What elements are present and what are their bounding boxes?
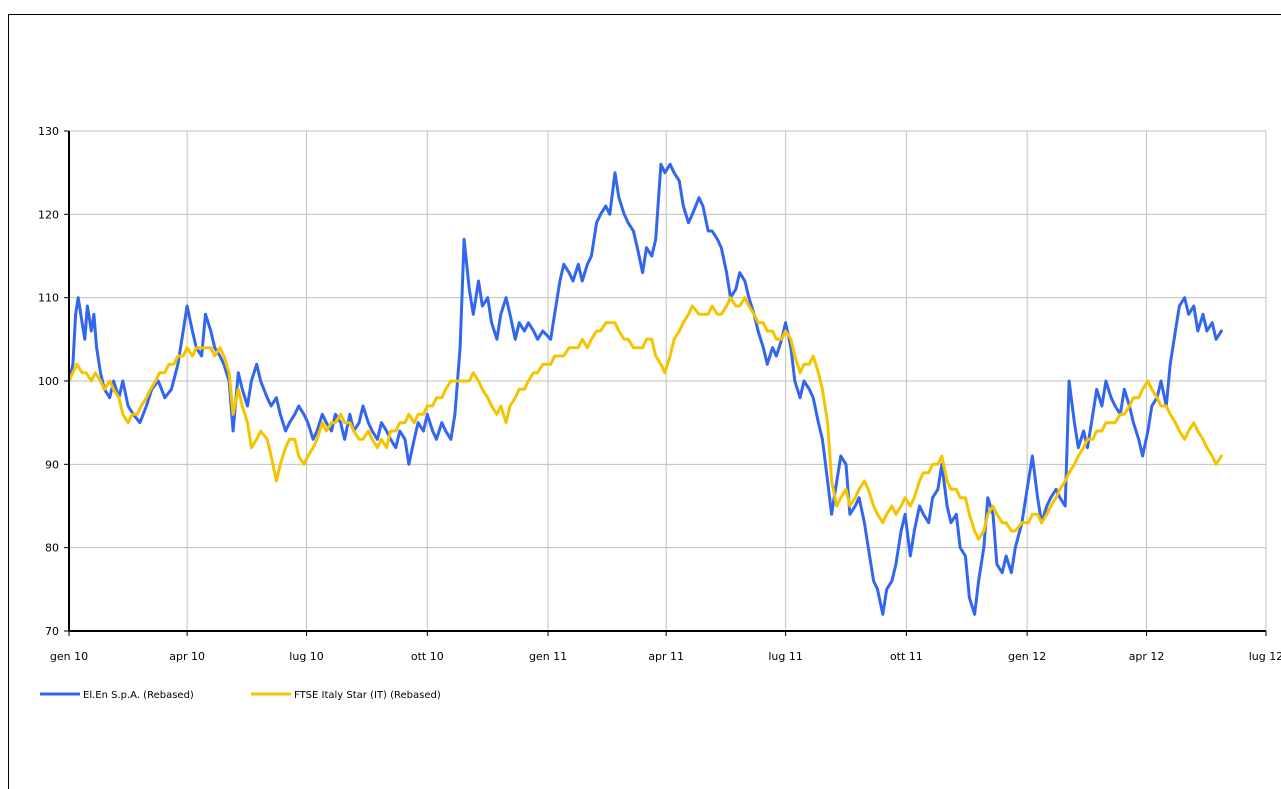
y-tick-label: 130 bbox=[38, 125, 59, 138]
gridlines bbox=[69, 130, 1267, 631]
x-tick-label: lug 11 bbox=[768, 650, 803, 663]
y-tick-label: 100 bbox=[38, 375, 59, 388]
x-tick-label: apr 12 bbox=[1129, 650, 1165, 663]
chart-frame bbox=[8, 14, 1281, 789]
y-tick-label: 70 bbox=[45, 625, 59, 638]
x-tick-label: gen 11 bbox=[529, 650, 567, 663]
axes: 70 80 90 100 110 120 130 gen 10 apr 10 lug 10 ott … bbox=[38, 125, 1281, 663]
series-lines bbox=[67, 162, 1223, 616]
x-tick-label: ott 11 bbox=[890, 650, 923, 663]
y-tick-label: 90 bbox=[45, 458, 59, 471]
x-tick-label: lug 12 bbox=[1249, 650, 1281, 663]
series-line-0 bbox=[67, 162, 1223, 616]
x-tick-label: ott 10 bbox=[411, 650, 444, 663]
series-line-1 bbox=[67, 296, 1223, 541]
legend-label: El.En S.p.A. (Rebased) bbox=[83, 690, 194, 701]
x-tick-label: lug 10 bbox=[289, 650, 324, 663]
y-tick-label: 80 bbox=[45, 542, 59, 555]
x-tick-label: apr 10 bbox=[169, 650, 205, 663]
x-tick-label: gen 12 bbox=[1008, 650, 1046, 663]
y-tick-label: 120 bbox=[38, 208, 59, 221]
y-tick-label: 110 bbox=[38, 292, 59, 305]
x-tick-label: gen 10 bbox=[50, 650, 88, 663]
legend-label: FTSE Italy Star (IT) (Rebased) bbox=[294, 690, 441, 701]
legend: El.En S.p.A. (Rebased) FTSE Italy Star (I… bbox=[40, 690, 441, 701]
x-tick-label: apr 11 bbox=[648, 650, 684, 663]
